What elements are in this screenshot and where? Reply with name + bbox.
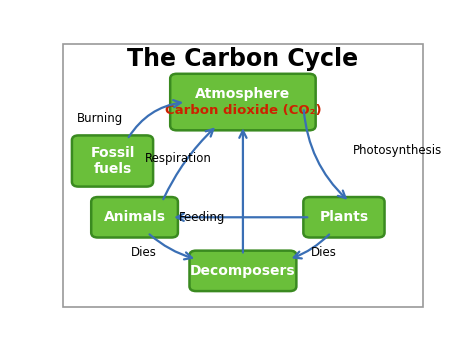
FancyBboxPatch shape [190, 251, 296, 291]
Text: Animals: Animals [103, 210, 165, 224]
Text: Decomposers: Decomposers [190, 264, 296, 278]
FancyBboxPatch shape [91, 197, 178, 237]
Text: Respiration: Respiration [145, 152, 212, 165]
Text: Dies: Dies [131, 246, 156, 259]
Text: Feeding: Feeding [179, 211, 225, 224]
FancyBboxPatch shape [170, 74, 316, 130]
FancyBboxPatch shape [63, 45, 423, 307]
Text: Burning: Burning [77, 112, 124, 125]
Text: Atmosphere: Atmosphere [195, 87, 291, 101]
Text: Photosynthesis: Photosynthesis [353, 144, 442, 157]
FancyBboxPatch shape [303, 197, 384, 237]
FancyBboxPatch shape [72, 135, 153, 187]
Text: Fossil
fuels: Fossil fuels [91, 146, 135, 176]
Text: The Carbon Cycle: The Carbon Cycle [128, 47, 358, 71]
Text: Carbon dioxide (CO₂): Carbon dioxide (CO₂) [164, 104, 321, 117]
Text: Plants: Plants [319, 210, 368, 224]
Text: Dies: Dies [311, 246, 337, 259]
